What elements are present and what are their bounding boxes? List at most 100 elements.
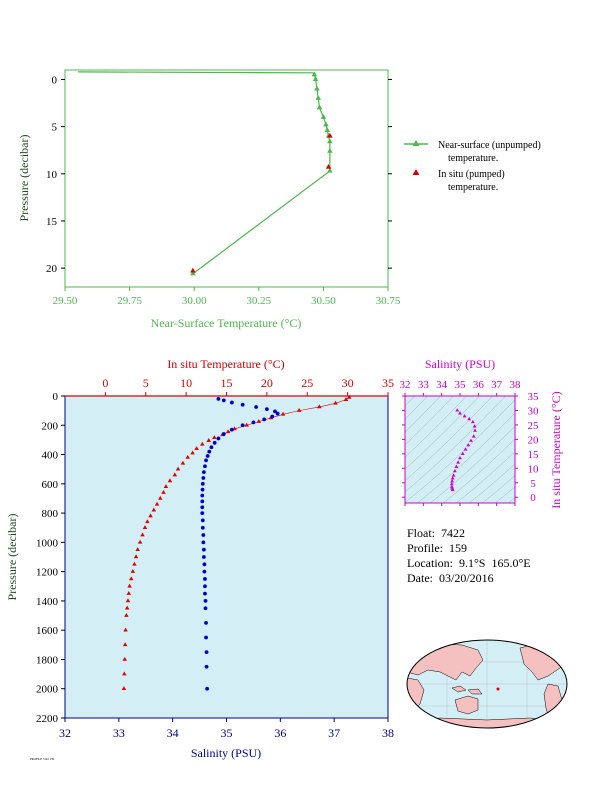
salinity-point <box>204 650 209 655</box>
temperature-point <box>133 554 139 559</box>
salinity-point <box>229 427 234 432</box>
near-surface-x-tick-label: 30.75 <box>376 295 401 307</box>
ts-point <box>467 416 472 421</box>
profile-y-tick-label: 1800 <box>36 654 59 666</box>
salinity-point <box>264 407 269 412</box>
near-surface-unpumped-point <box>312 76 319 82</box>
ts-point <box>472 424 477 428</box>
near-surface-plot-area <box>64 69 389 288</box>
temperature-point <box>124 612 129 617</box>
ts-y-label: In situ Temperature (°C) <box>549 391 563 508</box>
near-surface-series <box>77 71 333 276</box>
ts-diagram: 32 33 34 35 36 37 38 0 5 10 15 20 25 30 35 Salinity (… <box>400 357 564 509</box>
profile-label: Profile: 159 <box>407 541 467 555</box>
profile-y-tick-label: 2200 <box>36 713 59 725</box>
ts-point <box>451 473 456 477</box>
float-location-marker <box>496 687 500 691</box>
legend-label-pumped-line2: temperature. <box>448 182 498 193</box>
salinity-point <box>200 511 205 515</box>
salinity-ticks: 32 33 34 35 36 37 38 <box>59 718 394 740</box>
salinity-tick-label: 32 <box>59 726 71 740</box>
temperature-point <box>135 547 140 551</box>
temperature-point <box>124 605 130 610</box>
temperature-tick-label: 25 <box>301 376 313 390</box>
temperature-point <box>167 478 173 483</box>
salinity-point <box>262 417 267 422</box>
temperature-tick-label: 5 <box>143 376 149 390</box>
float-label: Float: 7422 <box>407 526 466 540</box>
salinity-point <box>205 686 210 691</box>
temperature-tick-label: 20 <box>261 376 273 390</box>
near-surface-x-tick-label: 30.00 <box>182 295 207 307</box>
ts-y-tick-label: 35 <box>528 391 540 403</box>
ts-point <box>471 434 476 438</box>
salinity-point <box>200 505 205 510</box>
profile-y-tick-label: 1000 <box>36 537 59 549</box>
near-surface-pumped-point <box>327 132 333 138</box>
salinity-point <box>201 547 206 552</box>
ts-x-label: Salinity (PSU) <box>425 357 495 371</box>
ts-y-tick-label: 0 <box>530 492 536 504</box>
legend-red-triangle <box>412 169 420 175</box>
temperature-point <box>225 429 231 434</box>
density-contour <box>405 396 506 493</box>
salinity-point <box>202 569 207 574</box>
temperature-point <box>280 411 286 416</box>
ts-point <box>454 464 459 468</box>
ts-point <box>460 451 465 455</box>
salinity-point <box>203 591 207 596</box>
ts-point <box>458 455 462 460</box>
salinity-point <box>209 445 214 450</box>
salinity-point <box>200 481 205 486</box>
salinity-point <box>204 635 208 640</box>
ts-point <box>466 442 471 447</box>
temperature-point <box>190 450 195 455</box>
world-map <box>406 639 568 729</box>
salinity-point <box>251 420 256 425</box>
temperature-point <box>200 441 205 446</box>
near-surface-unpumped-point <box>327 167 333 173</box>
ts-point <box>449 482 454 486</box>
legend-label-unpumped-line2: temperature. <box>448 153 498 164</box>
legend: Near-surface (unpumped) temperature. In … <box>404 140 541 193</box>
profile-series <box>121 394 352 691</box>
salinity-point <box>203 464 207 469</box>
temperature-point <box>128 576 134 581</box>
salinity-point <box>203 599 208 603</box>
temperature-axis-label: In situ Temperature (°C) <box>167 357 284 371</box>
salinity-point <box>200 487 205 492</box>
salinity-point <box>201 470 206 475</box>
near-surface-x-tick-label: 29.75 <box>117 295 142 307</box>
salinity-tick-label: 36 <box>274 726 286 740</box>
near-surface-unpumped-point <box>327 138 333 144</box>
temperature-point <box>122 656 128 661</box>
temperature-point <box>122 671 127 676</box>
near-surface-x-tick-label: 29.50 <box>53 295 78 307</box>
salinity-point <box>203 577 207 581</box>
temperature-point <box>122 642 128 647</box>
near-surface-y-tick-label: 20 <box>46 263 58 275</box>
profile-y-tick-label: 1200 <box>36 567 59 579</box>
temperature-point <box>343 397 349 401</box>
temperature-point <box>126 590 132 595</box>
temperature-tick-label: 15 <box>221 376 233 390</box>
salinity-point <box>212 440 217 445</box>
salinity-point <box>204 620 208 625</box>
density-contour <box>405 396 415 407</box>
ts-point <box>450 479 455 483</box>
ts-y-ticks: 0 5 10 15 20 25 30 35 <box>402 391 539 504</box>
ts-point <box>470 419 475 424</box>
ts-point <box>473 428 477 432</box>
ts-x-tick-label: 33 <box>418 379 430 391</box>
near-surface-unpumped-point <box>316 104 323 110</box>
ts-point <box>450 487 455 492</box>
temperature-point <box>172 472 178 477</box>
ts-point <box>463 447 468 451</box>
salinity-point <box>201 540 206 545</box>
salinity-tick-label: 38 <box>382 726 394 740</box>
profile-y-ticks: 0 200 400 600 800 1000 1200 1400 1600 1800 2000 220… <box>36 391 65 725</box>
salinity-point <box>201 533 206 537</box>
temperature-point <box>296 408 302 412</box>
ts-y-tick-label: 25 <box>528 420 540 432</box>
